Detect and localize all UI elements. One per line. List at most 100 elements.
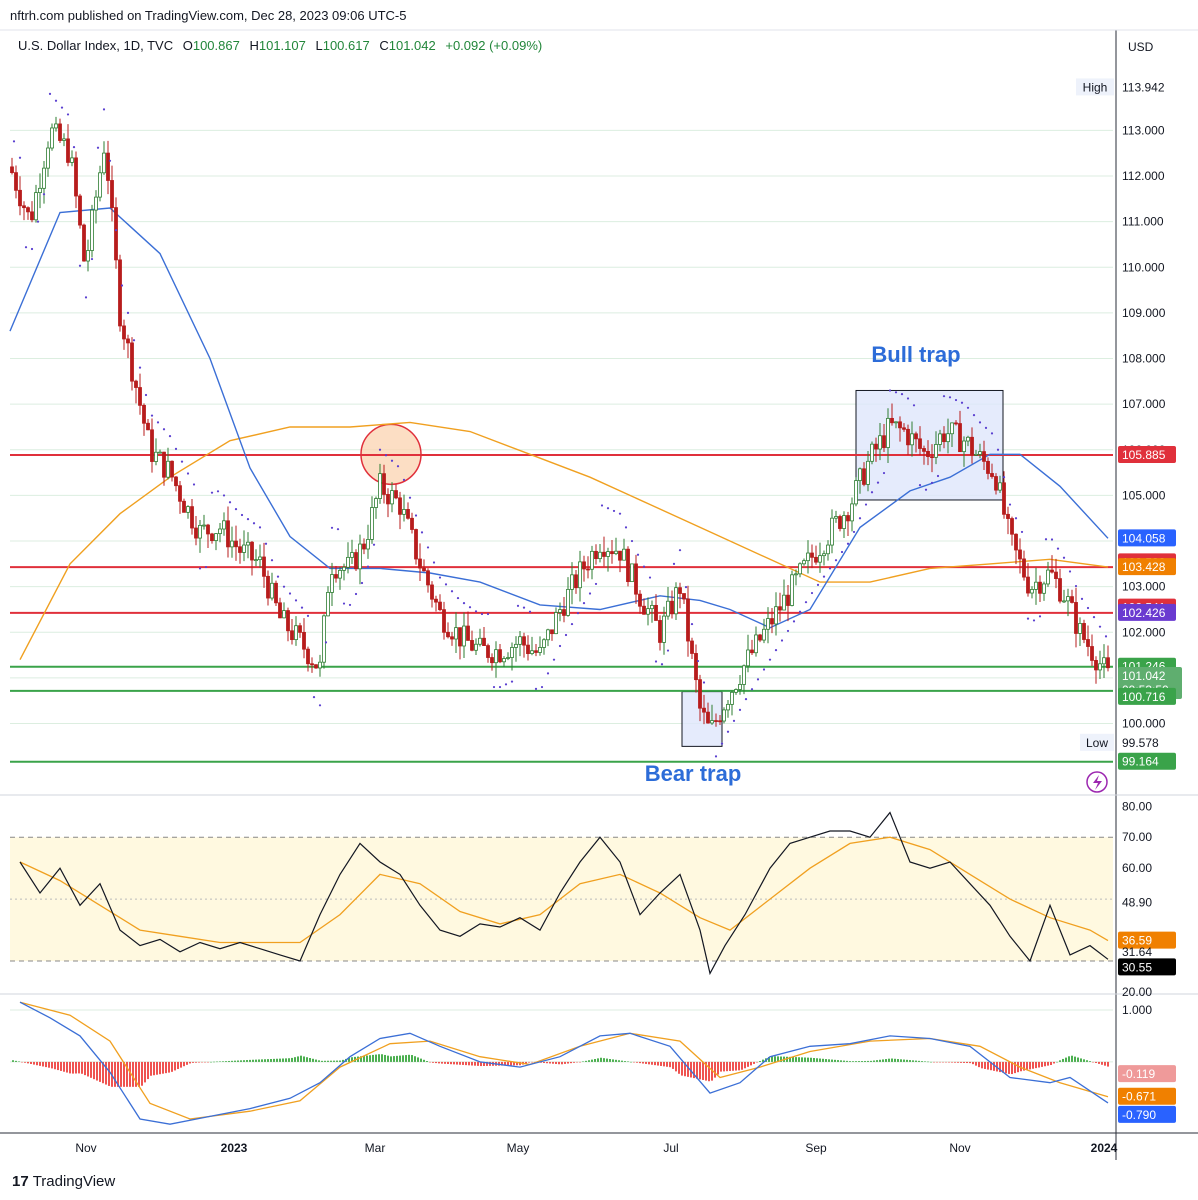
macd-histogram-bar: [114, 1061, 116, 1087]
close-value: 101.042: [388, 38, 436, 53]
candle-body: [734, 689, 738, 693]
candle-body: [542, 639, 546, 648]
macd-histogram-bar: [126, 1061, 128, 1087]
macd-histogram-bar: [873, 1060, 875, 1062]
psar-dot: [108, 159, 112, 162]
psar-dot: [258, 526, 262, 529]
candle-body: [462, 625, 466, 647]
candle-body: [834, 516, 838, 519]
macd-histogram-bar: [351, 1057, 353, 1062]
candle-body: [190, 506, 194, 529]
macd-histogram-bar: [273, 1058, 275, 1062]
candle-body: [766, 618, 770, 630]
candle-body: [290, 630, 294, 641]
psar-dot: [1044, 538, 1048, 541]
macd-histogram-bar: [837, 1060, 839, 1062]
macd-histogram-bar: [636, 1061, 638, 1063]
currency-label[interactable]: USD: [1128, 40, 1154, 54]
macd-histogram-bar: [972, 1061, 974, 1065]
macd-histogram-bar: [771, 1056, 773, 1062]
psar-dot: [66, 113, 70, 116]
psar-dot: [1062, 556, 1066, 559]
psar-dot: [804, 601, 808, 604]
psar-dot: [786, 629, 790, 633]
psar-dot: [1086, 606, 1090, 610]
symbol-name[interactable]: U.S. Dollar Index, 1D, TVC: [18, 38, 174, 53]
macd-histogram-bar: [804, 1057, 806, 1062]
macd-histogram-bar: [684, 1061, 686, 1077]
psar-dot: [972, 414, 976, 417]
high-value: 113.942: [1122, 80, 1165, 94]
macd-histogram-bar: [1107, 1061, 1109, 1067]
candle-body: [94, 196, 98, 211]
y-tick-label: 109.000: [1122, 306, 1166, 320]
macd-histogram-bar: [174, 1061, 176, 1071]
macd-histogram-bar: [348, 1057, 350, 1062]
candle-body: [658, 620, 662, 643]
candle-body: [930, 456, 934, 459]
rsi-line: [19, 811, 1109, 976]
macd-histogram-bar: [891, 1058, 893, 1062]
psar-dot: [420, 531, 424, 534]
candle-body: [198, 524, 202, 539]
macd-histogram-bar: [324, 1060, 326, 1062]
open-value: 100.867: [192, 38, 240, 53]
macd-histogram-bar: [840, 1060, 842, 1062]
x-tick-label: 2023: [221, 1141, 248, 1155]
candle-body: [370, 507, 374, 540]
macd-histogram-bar: [1008, 1061, 1010, 1074]
candle-body: [974, 453, 978, 456]
psar-dot: [780, 639, 784, 642]
bear-trap-box: [681, 691, 723, 747]
macd-histogram-bar: [87, 1061, 89, 1077]
macd-histogram-bar: [921, 1061, 923, 1062]
macd-histogram-bar: [1005, 1061, 1007, 1074]
macd-histogram-bar: [591, 1059, 593, 1062]
price-tag: 105.885: [1122, 448, 1166, 462]
candle-body: [1006, 513, 1010, 519]
psar-dot: [180, 460, 184, 463]
candle-body: [550, 629, 554, 635]
macd-histogram-bar: [651, 1061, 653, 1065]
macd-histogram-bar: [1023, 1061, 1025, 1071]
tradingview-brand[interactable]: 17 TradingView: [12, 1173, 115, 1190]
macd-histogram-bar: [966, 1061, 968, 1064]
psar-dot: [156, 421, 160, 424]
macd-histogram-bar: [762, 1059, 764, 1062]
macd-histogram-bar: [1059, 1060, 1061, 1062]
macd-histogram-bar: [990, 1061, 992, 1071]
candle-body: [30, 211, 34, 221]
candle-body: [466, 625, 470, 641]
low-value: 99.578: [1122, 736, 1159, 750]
candle-body: [126, 338, 130, 344]
macd-histogram-bar: [144, 1061, 146, 1083]
candle-body: [538, 647, 542, 653]
rsi-tag: 30.55: [1122, 960, 1152, 974]
macd-histogram-bar: [402, 1055, 404, 1062]
candle-body: [638, 593, 642, 607]
macd-histogram-bar: [54, 1061, 56, 1070]
macd-histogram-bar: [243, 1060, 245, 1062]
macd-histogram-bar: [198, 1061, 200, 1063]
macd-histogram-bar: [1080, 1058, 1082, 1062]
candle-body: [406, 509, 410, 519]
macd-histogram-bar: [297, 1056, 299, 1062]
candle-body: [786, 594, 790, 606]
macd-histogram-bar: [807, 1057, 809, 1062]
macd-histogram-bar: [165, 1061, 167, 1074]
macd-histogram-bar: [294, 1057, 296, 1062]
candle-body: [42, 167, 46, 189]
y-tick-label: 107.000: [1122, 397, 1166, 411]
macd-histogram-bar: [258, 1059, 260, 1062]
candle-body: [270, 582, 274, 599]
candle-body: [690, 640, 694, 654]
psar-dot: [312, 695, 316, 699]
psar-dot: [468, 606, 472, 609]
candle-body: [310, 663, 314, 666]
candle-body: [458, 627, 462, 647]
macd-histogram-bar: [879, 1059, 881, 1062]
y-tick-label: 112.000: [1122, 169, 1165, 183]
psar-dot: [516, 604, 520, 607]
macd-histogram-bar: [369, 1055, 371, 1062]
